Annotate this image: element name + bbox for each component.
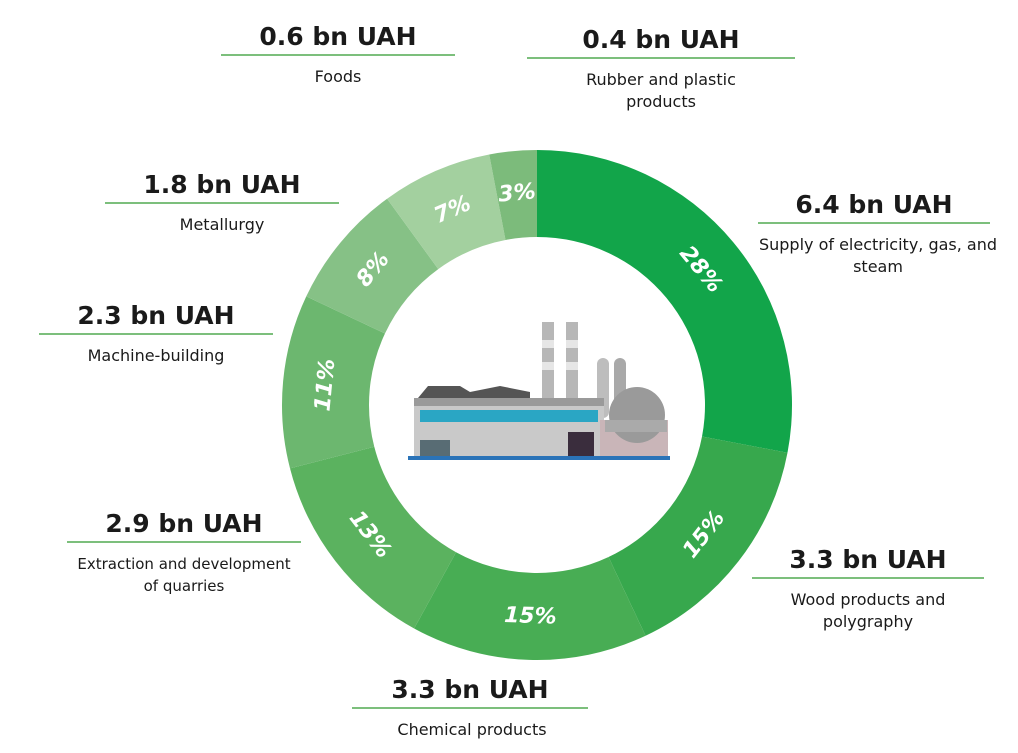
- label-block: 0.6 bn UAH Foods: [221, 22, 455, 88]
- category-label: Rubber and plastic products: [586, 70, 736, 111]
- percent-label: 11%: [311, 358, 341, 413]
- category-label: Machine-building: [87, 346, 225, 365]
- category-label: Extraction and development of quarries: [77, 555, 291, 595]
- category-label: Wood products and polygraphy: [790, 590, 946, 631]
- label-block: 1.8 bn UAH Metallurgy: [105, 170, 339, 236]
- donut-segment: [387, 154, 506, 270]
- donut-segment: [306, 198, 439, 334]
- amount-label: 2.9 bn UAH: [105, 509, 263, 538]
- donut-segment: [414, 552, 646, 660]
- amount-label: 6.4 bn UAH: [795, 190, 953, 219]
- separator: [752, 577, 984, 579]
- separator: [758, 222, 990, 224]
- donut-segment: [537, 150, 793, 453]
- amount-label: 3.3 bn UAH: [391, 675, 549, 704]
- factory-icon: [408, 322, 670, 460]
- separator: [105, 202, 339, 204]
- category-label: Chemical products: [397, 720, 547, 739]
- percent-label: 15%: [504, 603, 557, 630]
- label-block: 2.3 bn UAH Machine-building: [39, 301, 273, 367]
- category-label: Foods: [314, 67, 362, 86]
- category-label: Metallurgy: [179, 215, 265, 234]
- amount-label: 2.3 bn UAH: [77, 301, 235, 330]
- percent-label: 3%: [497, 179, 537, 207]
- label-block: 3.3 bn UAH Chemical products: [352, 675, 588, 741]
- separator: [527, 57, 795, 59]
- donut-segment: [608, 436, 788, 636]
- label-block: 6.4 bn UAH Supply of electricity, gas, an…: [758, 190, 997, 278]
- category-label: Supply of electricity, gas, and steam: [758, 235, 998, 276]
- label-block: 0.4 bn UAH Rubber and plastic products: [527, 25, 795, 113]
- separator: [67, 541, 301, 543]
- separator: [39, 333, 273, 335]
- separator: [352, 707, 588, 709]
- amount-label: 0.4 bn UAH: [582, 25, 740, 54]
- donut-segment: [282, 296, 385, 469]
- amount-label: 1.8 bn UAH: [143, 170, 301, 199]
- amount-label: 0.6 bn UAH: [259, 22, 417, 51]
- label-block: 2.9 bn UAH Extraction and development of …: [67, 509, 301, 597]
- label-block: 3.3 bn UAH Wood products and polygraphy: [752, 545, 984, 633]
- donut-segment: [489, 150, 537, 240]
- separator: [221, 54, 455, 56]
- amount-label: 3.3 bn UAH: [789, 545, 947, 574]
- donut-segment: [290, 446, 457, 629]
